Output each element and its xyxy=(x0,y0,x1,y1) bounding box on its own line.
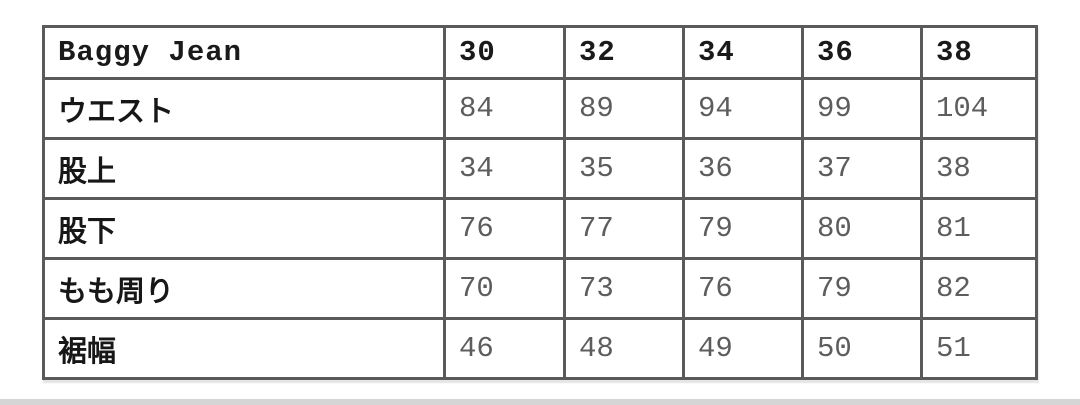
table-row: もも周り 70 73 76 79 82 xyxy=(42,257,1038,320)
size-value-cell: 76 xyxy=(443,197,566,260)
size-value-cell: 104 xyxy=(920,77,1038,140)
size-value-cell: 79 xyxy=(682,197,804,260)
size-value-cell: 34 xyxy=(443,137,566,200)
size-value-cell: 46 xyxy=(443,317,566,380)
table-row: ウエスト 84 89 94 99 104 xyxy=(42,77,1038,140)
size-value-cell: 49 xyxy=(682,317,804,380)
table-row: 股上 34 35 36 37 38 xyxy=(42,137,1038,200)
size-value-cell: 50 xyxy=(801,317,923,380)
size-value-cell: 37 xyxy=(801,137,923,200)
size-value-cell: 82 xyxy=(920,257,1038,320)
size-value-cell: 48 xyxy=(563,317,685,380)
size-col-header: 36 xyxy=(801,25,923,80)
size-col-header: 34 xyxy=(682,25,804,80)
size-value-cell: 76 xyxy=(682,257,804,320)
table-row: 股下 76 77 79 80 81 xyxy=(42,197,1038,260)
size-value-cell: 81 xyxy=(920,197,1038,260)
size-value-cell: 35 xyxy=(563,137,685,200)
table-header-row: Baggy Jean 30 32 34 36 38 xyxy=(42,25,1038,80)
row-label: もも周り xyxy=(42,257,446,320)
size-value-cell: 70 xyxy=(443,257,566,320)
size-col-header: 38 xyxy=(920,25,1038,80)
size-value-cell: 99 xyxy=(801,77,923,140)
row-label: 股上 xyxy=(42,137,446,200)
size-chart: Baggy Jean 30 32 34 36 38 ウエスト 84 89 94 … xyxy=(42,25,1038,380)
size-value-cell: 36 xyxy=(682,137,804,200)
size-col-header: 30 xyxy=(443,25,566,80)
size-value-cell: 77 xyxy=(563,197,685,260)
bottom-divider xyxy=(0,399,1080,405)
row-label: 股下 xyxy=(42,197,446,260)
size-value-cell: 94 xyxy=(682,77,804,140)
size-col-header: 32 xyxy=(563,25,685,80)
size-value-cell: 73 xyxy=(563,257,685,320)
row-label: 裾幅 xyxy=(42,317,446,380)
size-value-cell: 38 xyxy=(920,137,1038,200)
size-value-cell: 80 xyxy=(801,197,923,260)
size-value-cell: 84 xyxy=(443,77,566,140)
size-chart-table: Baggy Jean 30 32 34 36 38 ウエスト 84 89 94 … xyxy=(42,25,1038,380)
size-value-cell: 79 xyxy=(801,257,923,320)
size-value-cell: 89 xyxy=(563,77,685,140)
size-value-cell: 51 xyxy=(920,317,1038,380)
table-row: 裾幅 46 48 49 50 51 xyxy=(42,317,1038,380)
row-label: ウエスト xyxy=(42,77,446,140)
table-title: Baggy Jean xyxy=(42,25,446,80)
